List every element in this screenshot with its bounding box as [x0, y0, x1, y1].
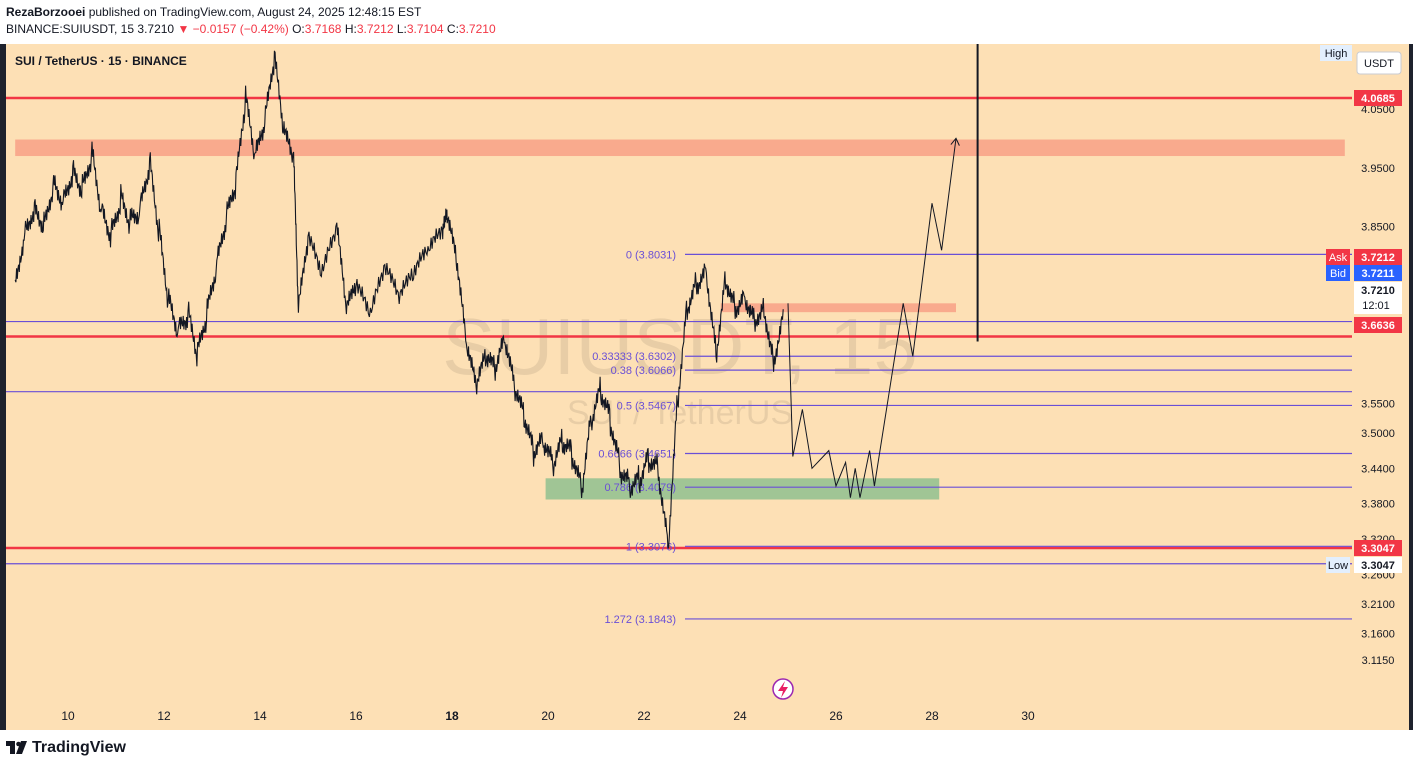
x-tick-label: 18 — [445, 709, 459, 723]
price-tag-caption-bg — [1326, 557, 1350, 573]
price-tag-countdown: 12:01 — [1362, 300, 1390, 312]
x-tick-label: 26 — [829, 709, 843, 723]
price-tag-caption-bg — [1326, 265, 1350, 281]
chart-area[interactable]: SUIUSDT, 15 SUI / TetherUS SUI / TetherU… — [0, 44, 1413, 730]
x-tick-label: 16 — [349, 709, 363, 723]
price-tag — [1354, 90, 1402, 106]
tradingview-logo[interactable]: TradingView — [6, 739, 126, 757]
y-tick-label: 3.9500 — [1361, 163, 1395, 175]
plot-background — [6, 44, 1409, 730]
y-tick-label: 4.0500 — [1361, 104, 1395, 116]
last-price: 3.7210 — [137, 22, 175, 36]
y-tick-label: 3.3800 — [1361, 499, 1395, 511]
price-tag-value: 3.7211 — [1361, 268, 1394, 280]
close-label: C: — [446, 22, 459, 36]
price-tag-value: 3.6636 — [1361, 320, 1395, 332]
high-value: 3.7212 — [356, 22, 394, 36]
low-label: L: — [396, 22, 407, 36]
price-tag-value: 3.7212 — [1361, 252, 1395, 264]
low-value: 3.7104 — [406, 22, 444, 36]
projection-path — [787, 138, 957, 498]
price-tag — [1354, 249, 1402, 265]
y-tick-label: 3.5000 — [1361, 428, 1395, 440]
price-tag-value: 3.3047 — [1361, 543, 1395, 555]
lightning-icon[interactable] — [772, 678, 794, 700]
ohlc-line: BINANCE:SUIUSDT, 15 3.7210 ▼ −0.0157 (−0… — [6, 22, 496, 36]
y-tick-label: 3.2100 — [1361, 599, 1395, 611]
footer: TradingView — [0, 730, 1413, 767]
open-value: 3.7168 — [304, 22, 342, 36]
fib-level-label: 0.5 (3.5467) — [617, 400, 676, 412]
x-tick-label: 22 — [637, 709, 651, 723]
price-tag — [1354, 540, 1402, 556]
fib-level-label: 0 (3.8031) — [626, 249, 676, 261]
x-tick-label: 12 — [157, 709, 171, 723]
down-arrow-icon: ▼ — [177, 22, 190, 36]
currency-badge — [1356, 51, 1402, 75]
price-tag-caption: Bid — [1330, 268, 1346, 280]
sell-zone — [720, 303, 956, 313]
x-tick-label: 14 — [253, 709, 267, 723]
y-tick-label: 3.1600 — [1361, 628, 1395, 640]
y-tick-label: 3.1150 — [1362, 655, 1395, 667]
tradingview-logo-icon — [6, 741, 27, 754]
price-change: −0.0157 (−0.42%) — [192, 22, 289, 36]
high-label: H: — [344, 22, 357, 36]
close-value: 3.7210 — [458, 22, 496, 36]
currency-label: USDT — [1364, 58, 1394, 70]
price-tag-caption: Ask — [1329, 252, 1348, 264]
y-tick-label: 3.4400 — [1361, 463, 1395, 475]
fib-level-label: 0.6666 (3.4651) — [598, 448, 676, 460]
published-text: published on TradingView.com, August 24,… — [88, 5, 422, 19]
publish-info: RezaBorzooei published on TradingView.co… — [6, 5, 421, 19]
x-tick-label: 28 — [925, 709, 939, 723]
fib-level-label: 0.33333 (3.6302) — [592, 351, 676, 363]
y-tick-label: 3.5500 — [1361, 398, 1395, 410]
price-tag — [1354, 557, 1402, 573]
price-tag — [1354, 317, 1402, 333]
resistance-band — [15, 139, 1345, 157]
x-tick-label: 30 — [1021, 709, 1035, 723]
header-bar: RezaBorzooei published on TradingView.co… — [0, 0, 1413, 44]
x-tick-label: 20 — [541, 709, 555, 723]
author-name[interactable]: RezaBorzooei — [6, 5, 86, 19]
projection-arrowhead — [950, 137, 960, 146]
price-tag — [1354, 265, 1402, 281]
demand-zone — [545, 478, 940, 500]
x-tick-label: 10 — [61, 709, 75, 723]
symbol: BINANCE:SUIUSDT, 15 — [6, 22, 135, 36]
fib-level-label: 1 (3.3076) — [626, 541, 676, 553]
price-series-line — [14, 50, 784, 549]
x-tick-label: 24 — [733, 709, 747, 723]
open-label: O: — [292, 22, 305, 36]
high-label: High — [1325, 48, 1348, 60]
price-tag — [1354, 282, 1402, 314]
high-tag — [1320, 45, 1352, 61]
price-tag-caption-bg — [1326, 249, 1350, 265]
legend-title: SUI / TetherUS · 15 · BINANCE — [15, 54, 187, 68]
price-tag-value: 3.3047 — [1361, 560, 1395, 572]
price-tag-value: 3.7210 — [1361, 285, 1395, 297]
price-tag-value: 4.0685 — [1361, 93, 1395, 105]
fib-level-label: 1.272 (3.1843) — [604, 614, 676, 626]
tradingview-brand: TradingView — [32, 739, 126, 756]
fib-level-label: 0.38 (3.6066) — [611, 365, 676, 377]
chart-svg[interactable]: SUIUSDT, 15 SUI / TetherUS SUI / TetherU… — [0, 44, 1413, 730]
y-tick-label: 3.8500 — [1361, 222, 1395, 234]
price-tag-caption: Low — [1328, 560, 1348, 572]
